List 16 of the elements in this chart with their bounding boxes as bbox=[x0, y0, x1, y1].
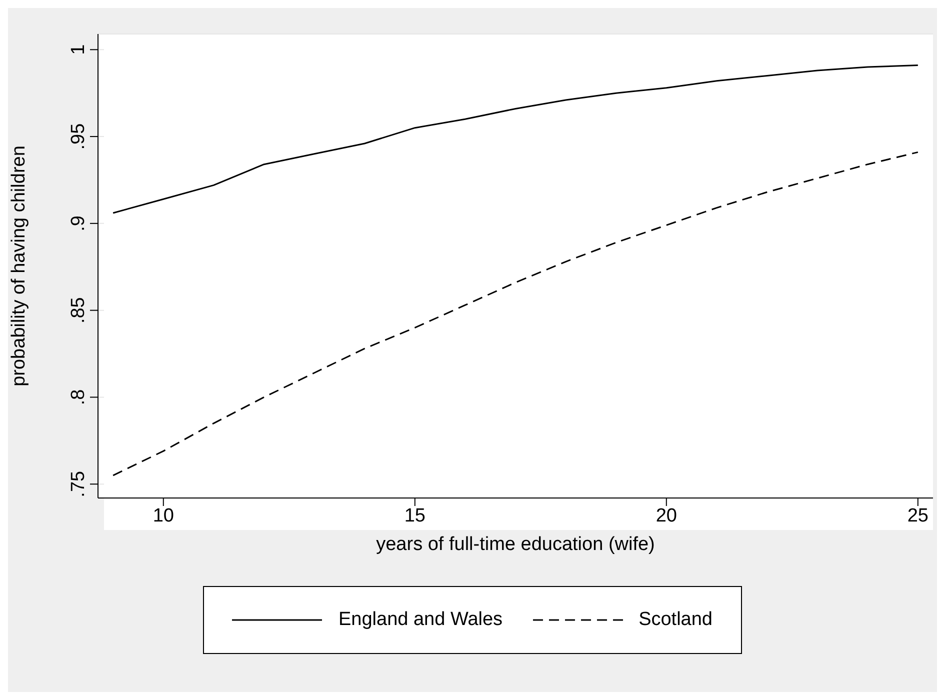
x-tick-label: 20 bbox=[656, 505, 677, 526]
legend-label: England and Wales bbox=[338, 609, 503, 631]
y-tick-label: .8 bbox=[68, 389, 89, 406]
y-tick-label: .9 bbox=[68, 215, 89, 232]
y-tick-label: 1 bbox=[68, 44, 89, 55]
y-axis-title: probability of having children bbox=[8, 146, 30, 386]
line-series bbox=[112, 64, 919, 214]
x-tick-label: 15 bbox=[404, 505, 426, 526]
line-series bbox=[112, 151, 919, 476]
x-tick-label: 25 bbox=[907, 505, 928, 526]
y-tick-label: .75 bbox=[68, 470, 89, 498]
legend-label: Scotland bbox=[638, 609, 713, 631]
x-axis-title: years of full-time education (wife) bbox=[376, 534, 655, 555]
y-tick-label: .85 bbox=[68, 297, 89, 324]
x-tick-label: 10 bbox=[152, 505, 174, 526]
y-tick-label: .95 bbox=[68, 123, 89, 150]
